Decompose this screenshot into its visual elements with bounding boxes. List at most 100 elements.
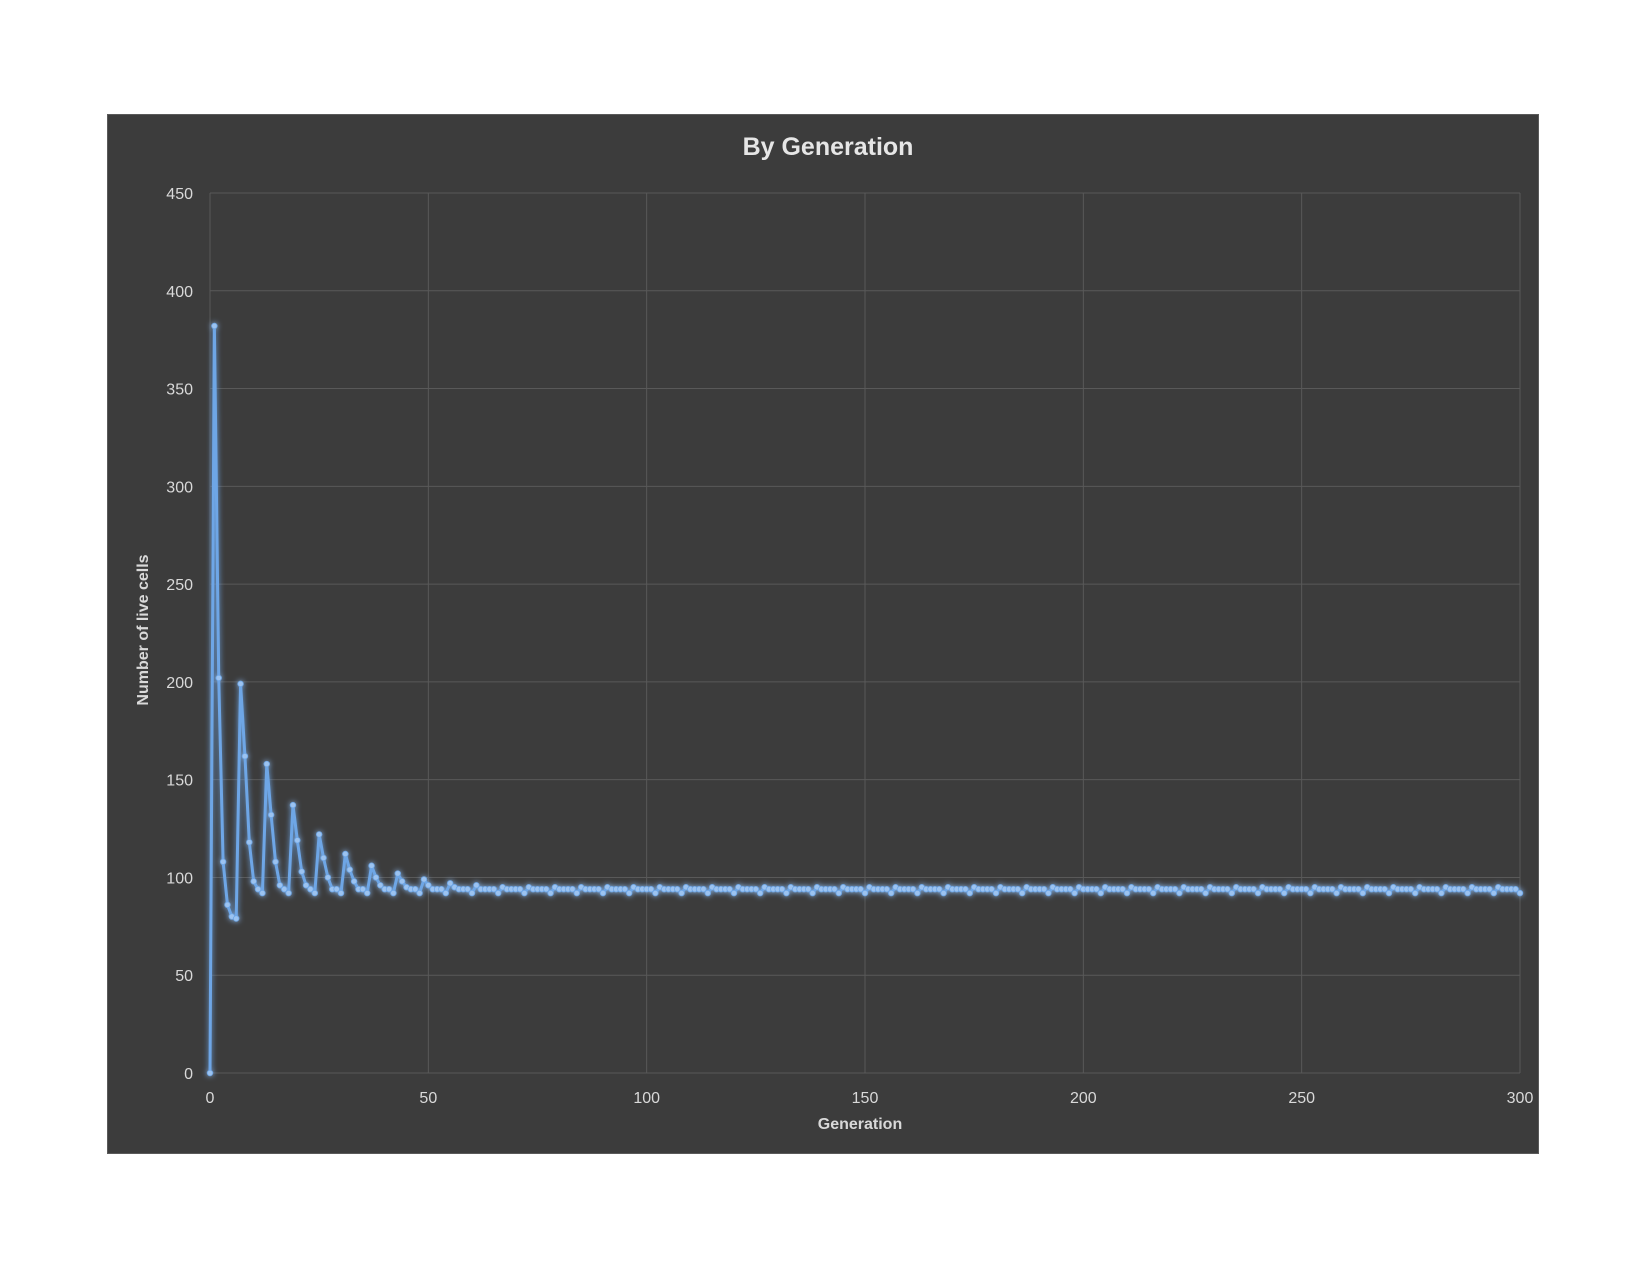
data-point <box>289 801 297 809</box>
data-point <box>805 885 812 893</box>
data-point <box>311 889 318 897</box>
data-point <box>569 885 576 893</box>
x-tick-label: 200 <box>1070 1090 1097 1107</box>
data-point <box>936 885 943 893</box>
data-point <box>1433 885 1441 893</box>
data-point <box>1045 889 1052 897</box>
data-point <box>909 885 917 893</box>
data-point <box>241 753 249 760</box>
data-point <box>1014 885 1022 893</box>
data-point <box>438 885 445 893</box>
data-point <box>1228 889 1235 897</box>
y-tick-label: 300 <box>166 479 193 496</box>
data-point <box>385 885 393 893</box>
data-point <box>757 889 764 897</box>
data-point <box>281 885 288 893</box>
data-point <box>250 878 257 885</box>
data-point <box>1254 889 1262 897</box>
data-point <box>1381 885 1388 893</box>
data-point <box>272 858 279 865</box>
data-point <box>298 868 305 875</box>
data-point <box>992 889 1000 897</box>
data-point <box>1302 885 1310 893</box>
y-tick-label: 350 <box>166 382 193 399</box>
data-point <box>219 858 227 865</box>
data-point <box>254 885 262 893</box>
data-point <box>237 680 244 688</box>
data-point <box>752 885 760 893</box>
data-point <box>626 889 633 897</box>
data-point <box>1093 885 1100 893</box>
data-point <box>302 882 310 889</box>
data-point <box>1071 889 1078 897</box>
data-point <box>224 901 231 909</box>
data-point <box>1385 889 1393 897</box>
y-tick-label: 50 <box>175 968 193 985</box>
y-tick-label: 0 <box>184 1066 193 1083</box>
data-point <box>215 674 222 682</box>
data-point <box>966 889 973 897</box>
data-point <box>211 322 218 330</box>
data-point <box>1359 889 1366 897</box>
data-point <box>446 880 454 887</box>
data-point <box>425 882 432 889</box>
data-point <box>285 889 292 897</box>
data-point <box>1407 885 1415 893</box>
y-tick-label: 450 <box>166 186 193 203</box>
data-point <box>1486 885 1493 893</box>
y-tick-label: 200 <box>166 675 193 692</box>
data-point <box>1512 885 1519 893</box>
data-point <box>1040 885 1048 893</box>
data-point <box>1460 885 1467 893</box>
data-point <box>394 870 401 877</box>
data-point <box>1198 885 1205 893</box>
data-point <box>412 885 419 893</box>
data-point <box>359 885 367 893</box>
data-point <box>390 889 397 897</box>
x-tick-label: 100 <box>633 1090 660 1107</box>
data-point <box>888 889 895 897</box>
data-point <box>206 1069 214 1077</box>
data-point <box>1490 889 1497 897</box>
series-number-of-live-cells <box>206 322 1524 1077</box>
data-point <box>1119 885 1126 893</box>
data-point <box>473 882 480 889</box>
data-point <box>368 862 375 869</box>
x-tick-label: 250 <box>1288 1090 1315 1107</box>
data-point <box>674 885 681 893</box>
data-point <box>246 839 253 846</box>
x-tick-label: 300 <box>1507 1090 1534 1107</box>
data-point <box>324 874 332 881</box>
data-point <box>495 889 502 897</box>
line-chart: By Generation Generation Number of live … <box>135 133 1534 1133</box>
data-point <box>988 885 995 893</box>
data-point <box>1516 889 1524 897</box>
data-point <box>914 889 921 897</box>
data-point <box>342 850 349 858</box>
data-point <box>647 885 655 893</box>
data-point <box>333 885 340 893</box>
x-tick-label: 0 <box>206 1090 215 1107</box>
data-point <box>490 885 498 893</box>
data-point <box>263 760 270 768</box>
data-point <box>337 889 345 897</box>
data-point <box>1329 885 1336 893</box>
data-point <box>1145 885 1153 893</box>
data-point <box>377 882 384 889</box>
data-point <box>416 889 423 897</box>
data-point <box>1464 889 1471 897</box>
data-point <box>726 885 733 893</box>
data-point <box>276 882 284 889</box>
data-point <box>783 889 790 897</box>
data-point <box>464 885 471 893</box>
data-point <box>468 889 476 897</box>
data-point <box>1019 889 1026 897</box>
chart-area: By Generation Generation Number of live … <box>107 114 1539 1154</box>
y-tick-label: 150 <box>166 773 193 790</box>
data-point <box>442 889 449 897</box>
y-tick-label: 100 <box>166 870 193 887</box>
data-point <box>599 889 607 897</box>
data-point <box>861 889 869 897</box>
data-point <box>809 889 816 897</box>
data-point <box>831 885 838 893</box>
